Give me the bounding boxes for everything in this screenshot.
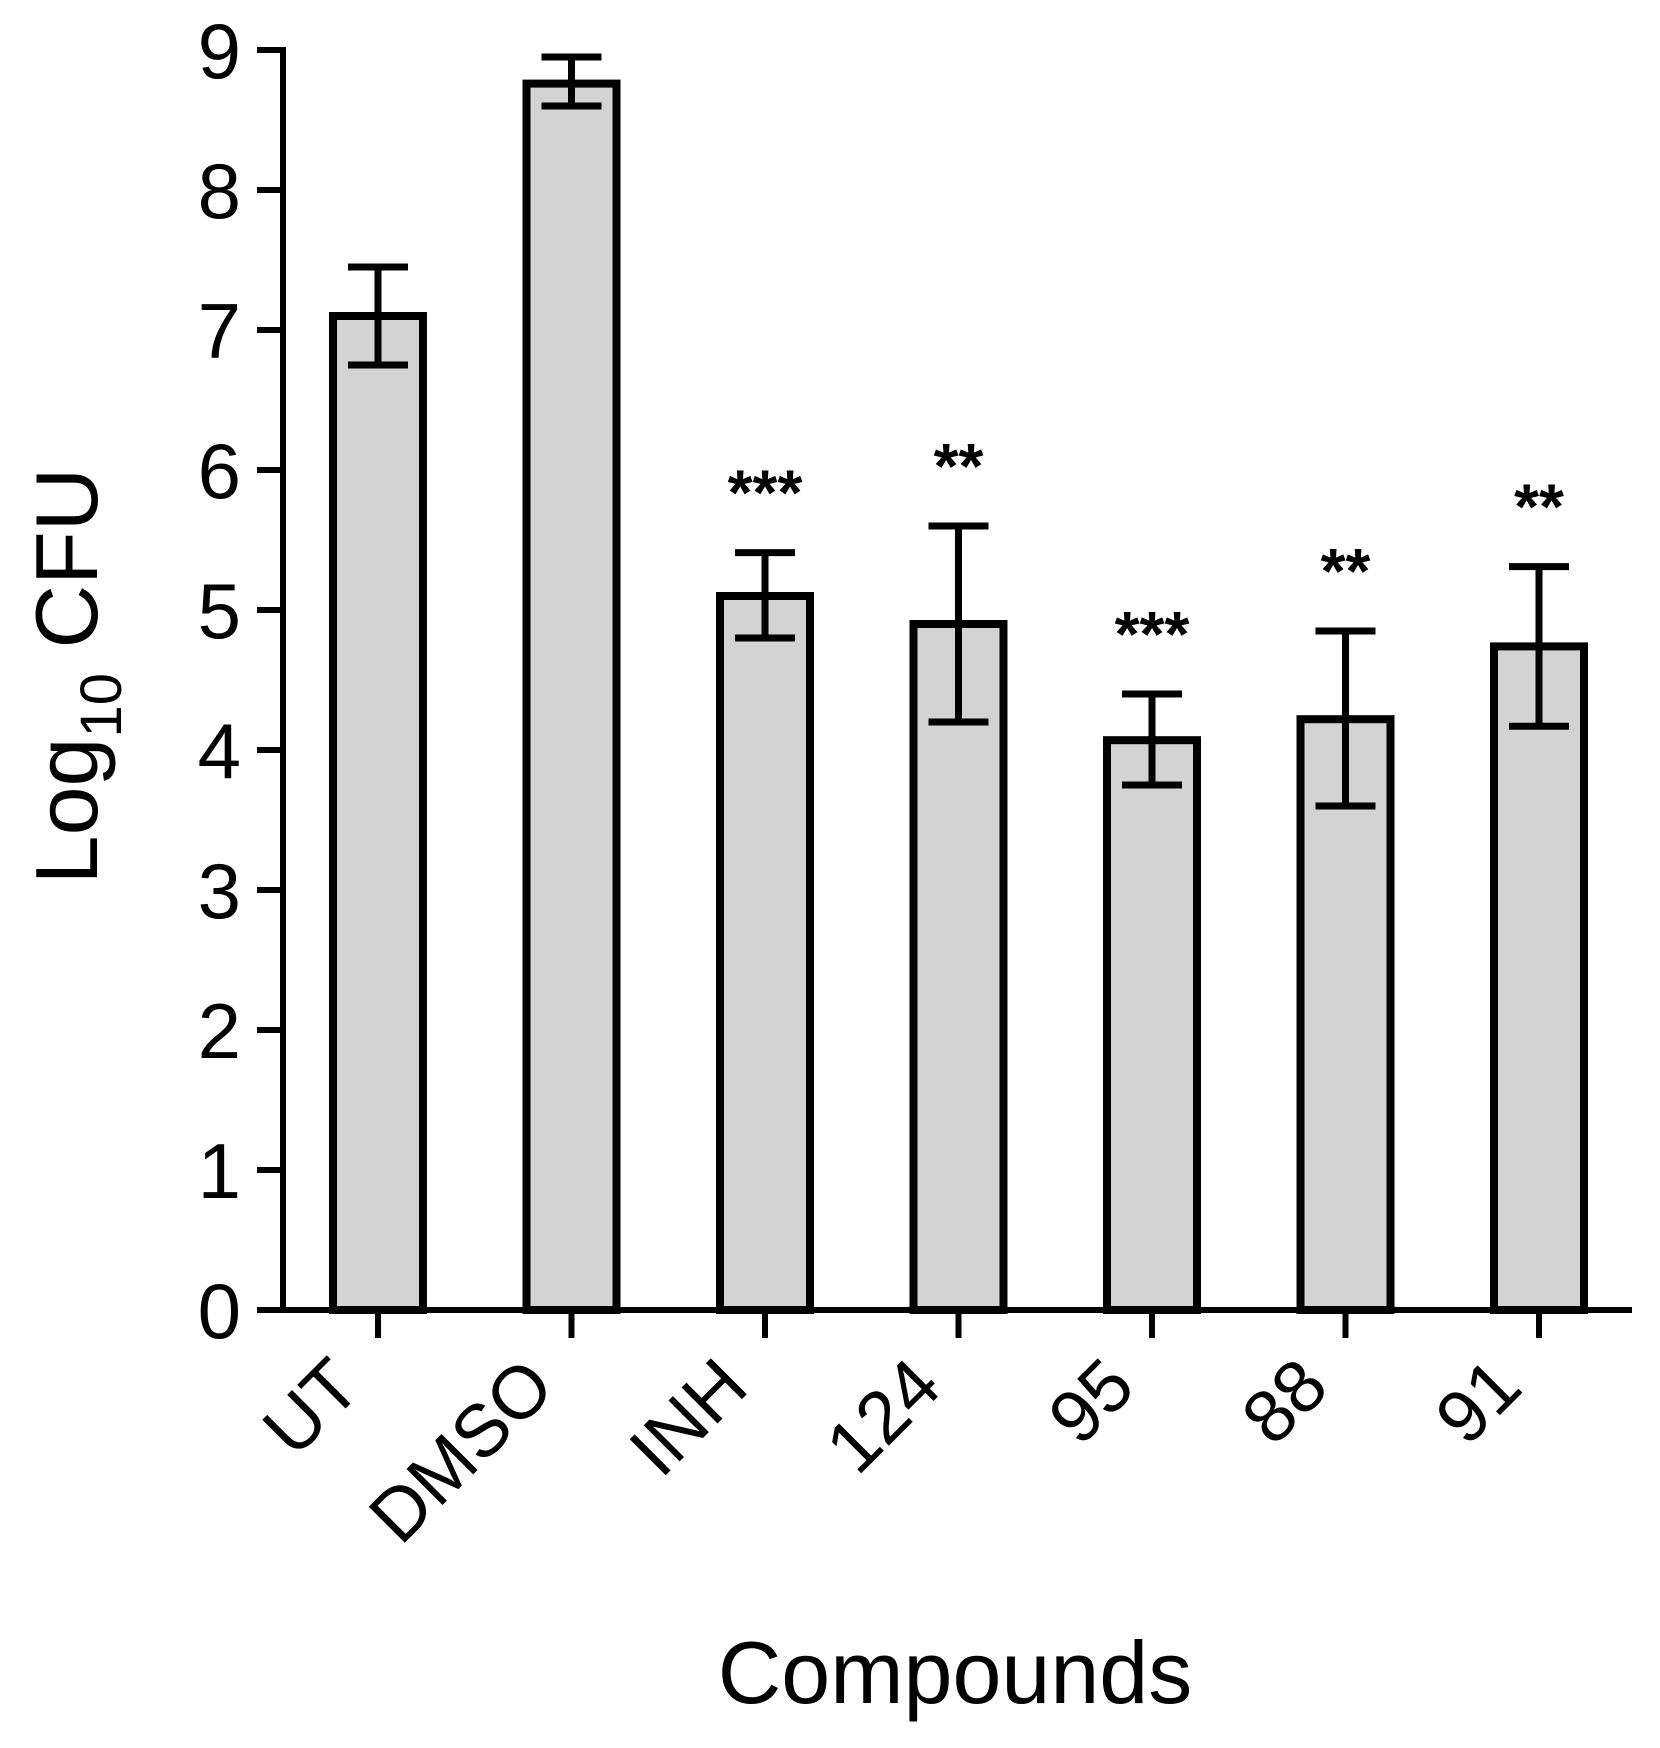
bar bbox=[329, 312, 427, 1314]
y-axis-title-subscript: 10 bbox=[69, 673, 134, 738]
y-tick-label: 1 bbox=[198, 1127, 241, 1215]
significance-marker: ** bbox=[934, 430, 984, 502]
significance-marker: *** bbox=[728, 457, 803, 529]
x-category-label: UT bbox=[247, 1343, 375, 1471]
y-tick-label: 6 bbox=[198, 427, 241, 515]
bar bbox=[909, 620, 1008, 1314]
x-category-label: INH bbox=[614, 1343, 763, 1492]
y-tick-label: 2 bbox=[198, 987, 241, 1075]
y-axis-title: Log10 CFU bbox=[17, 468, 134, 885]
significance-marker: ** bbox=[1321, 535, 1371, 607]
x-category-label: 124 bbox=[810, 1343, 956, 1489]
bar bbox=[1490, 642, 1588, 1314]
significance-marker: *** bbox=[1115, 598, 1190, 670]
y-tick-label: 7 bbox=[198, 287, 241, 375]
y-axis-title-base: Log bbox=[17, 738, 116, 885]
bar bbox=[522, 79, 621, 1315]
x-axis-title: Compounds bbox=[718, 1623, 1193, 1722]
y-axis-title-rest: CFU bbox=[17, 468, 116, 673]
y-tick-label: 3 bbox=[198, 847, 241, 935]
y-tick-label: 8 bbox=[198, 147, 241, 235]
y-tick-label: 0 bbox=[198, 1267, 241, 1355]
y-ticks-layer: 0 1 2 3 4 5 6 7 8 9 bbox=[198, 7, 283, 1355]
error-bars-layer bbox=[348, 53, 1569, 810]
bar bbox=[1103, 736, 1201, 1314]
bar bbox=[716, 592, 814, 1314]
x-category-label: DMSO bbox=[353, 1343, 569, 1559]
y-tick-label: 9 bbox=[198, 7, 241, 95]
significance-marker: ** bbox=[1514, 471, 1564, 543]
significance-layer: *** ********* bbox=[728, 430, 1564, 670]
y-tick-label: 5 bbox=[198, 567, 241, 655]
x-category-label: 91 bbox=[1419, 1343, 1536, 1460]
x-category-label: 88 bbox=[1226, 1343, 1343, 1460]
bar bbox=[1296, 715, 1395, 1314]
y-tick-label: 4 bbox=[198, 707, 241, 795]
x-category-label: 95 bbox=[1032, 1343, 1149, 1460]
